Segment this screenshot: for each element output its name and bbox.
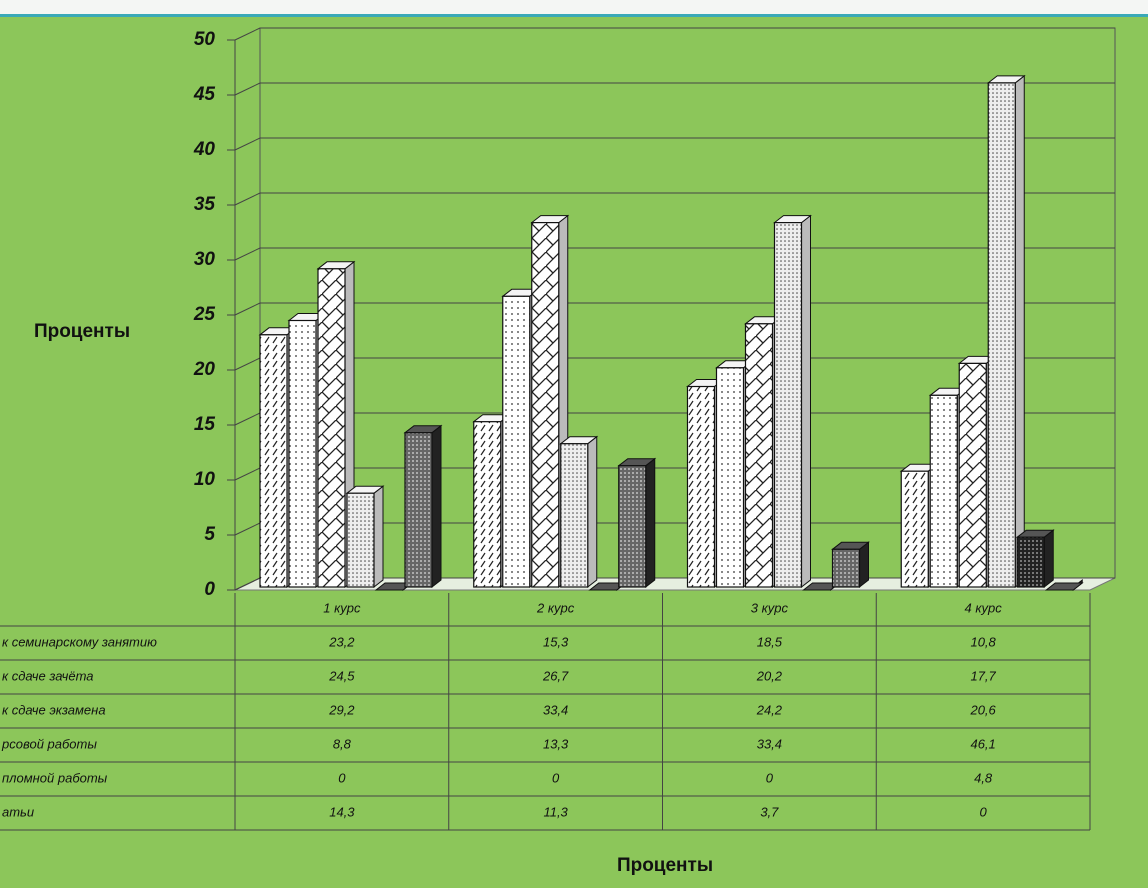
- grid-line: [234, 137, 261, 151]
- bar: [715, 367, 745, 588]
- table-value: 24,2: [756, 702, 783, 717]
- bar-side: [373, 485, 384, 589]
- x-tick-label: 4 курс: [965, 600, 1003, 615]
- table-value: 13,3: [543, 736, 569, 751]
- y-tick-label: 25: [193, 304, 216, 325]
- bar-side: [1043, 529, 1054, 589]
- x-tick-label: 2 курс: [536, 600, 575, 615]
- bar: [346, 492, 375, 588]
- bar: [831, 548, 861, 588]
- y-tick-label: 50: [194, 29, 216, 50]
- table-value: 0: [980, 804, 988, 819]
- bar: [773, 222, 803, 588]
- bar-side: [859, 541, 869, 589]
- table-value: 33,4: [757, 736, 782, 751]
- y-tick-label: 15: [194, 414, 216, 435]
- table-value: 15,3: [543, 634, 569, 649]
- top-strip: [0, 0, 1148, 14]
- grid-line: [234, 302, 261, 316]
- bar: [686, 385, 716, 588]
- table-value: 0: [766, 770, 774, 785]
- y-tick-label: 35: [194, 194, 216, 215]
- table-value: 46,1: [970, 736, 995, 751]
- grid-line: [234, 522, 261, 536]
- table-value: 26,7: [542, 668, 569, 683]
- legend-label: к семинарскому занятию: [2, 634, 157, 649]
- table-value: 29,2: [328, 702, 355, 717]
- grid-line: [234, 27, 261, 41]
- grid-line: [234, 247, 261, 261]
- x-tick-label: 3 курс: [751, 600, 789, 615]
- bar: [473, 421, 502, 588]
- bar: [929, 394, 958, 588]
- bar: [618, 465, 647, 588]
- bar: [317, 268, 346, 588]
- bar: [987, 82, 1016, 588]
- grid-line: [234, 357, 261, 371]
- table-value: 8,8: [333, 736, 352, 751]
- table-value: 11,3: [543, 804, 568, 819]
- y-tick-label: 40: [193, 139, 216, 160]
- table-value: 0: [338, 770, 346, 785]
- bar: [958, 362, 987, 588]
- table-value: 0: [552, 770, 560, 785]
- y-tick-label: 5: [204, 524, 215, 545]
- bar: [404, 432, 433, 588]
- bar-side: [801, 214, 811, 589]
- table-value: 20,6: [969, 702, 996, 717]
- legend-label: к сдаче экзамена: [2, 702, 106, 717]
- table-value: 18,5: [757, 634, 783, 649]
- bar: [744, 323, 774, 588]
- bar: [288, 319, 317, 588]
- bar-side: [431, 424, 442, 589]
- x-tick-label: 1 курс: [323, 600, 361, 615]
- bar: [502, 295, 531, 588]
- grid-line: [234, 192, 261, 206]
- legend-label: атьи: [2, 804, 34, 819]
- table-value: 3,7: [760, 804, 779, 819]
- bar: [1016, 536, 1045, 588]
- grid-line: [234, 577, 261, 591]
- bar-side: [645, 457, 656, 589]
- table-value: 33,4: [543, 702, 568, 717]
- grid-line: [234, 412, 261, 426]
- bar-side: [587, 435, 598, 589]
- y-tick-label: 45: [193, 84, 216, 105]
- bar: [560, 443, 589, 588]
- bar-top: [1044, 582, 1084, 591]
- table-value: 24,5: [328, 668, 355, 683]
- y-tick-label: 10: [194, 469, 216, 490]
- table-value: 20,2: [756, 668, 783, 683]
- grid-line: [234, 82, 261, 96]
- y-tick-label: 0: [204, 579, 215, 600]
- bar: [531, 222, 560, 588]
- legend-label: рсовой работы: [1, 736, 97, 751]
- legend-label: пломной работы: [2, 770, 108, 785]
- table-value: 23,2: [328, 634, 355, 649]
- table-value: 4,8: [974, 770, 993, 785]
- bar: [900, 470, 929, 588]
- bar-side: [1014, 74, 1025, 589]
- bar: [259, 334, 288, 588]
- x-axis-title: Проценты: [617, 855, 713, 876]
- table-value: 14,3: [329, 804, 355, 819]
- y-axis-title: Проценты: [34, 321, 130, 342]
- legend-label: к сдаче зачёта: [2, 668, 94, 683]
- y-tick-label: 30: [194, 249, 216, 270]
- top-rule: [0, 14, 1148, 17]
- grid-line: [234, 467, 261, 481]
- y-tick-label: 20: [193, 359, 216, 380]
- table-value: 10,8: [970, 634, 996, 649]
- table-value: 17,7: [970, 668, 996, 683]
